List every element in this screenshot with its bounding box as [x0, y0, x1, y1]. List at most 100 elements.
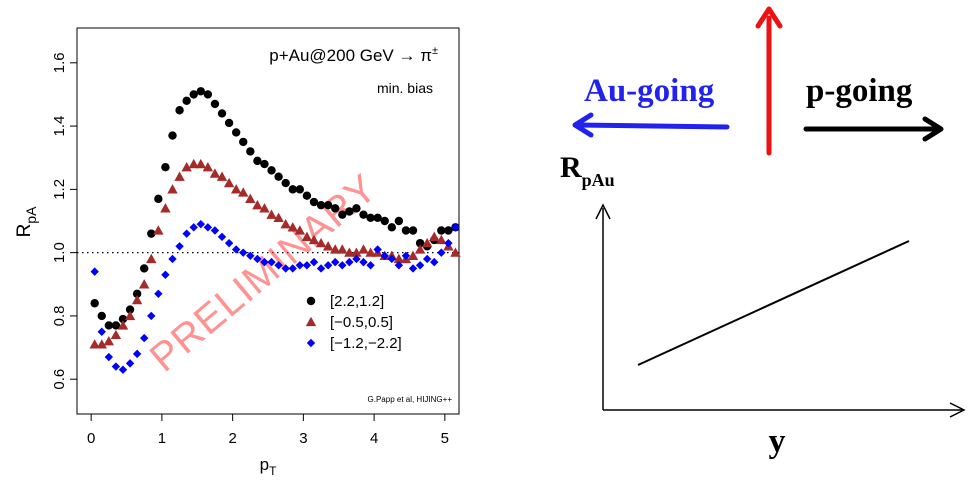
data-point [414, 244, 426, 254]
data-point [118, 365, 128, 374]
y-axis-title: RpA [14, 206, 39, 238]
data-point [309, 257, 319, 267]
data-point [380, 216, 389, 226]
data-point [132, 289, 142, 298]
data-point [330, 244, 341, 254]
data-point [331, 257, 340, 267]
data-point [358, 244, 369, 254]
data-point [161, 163, 170, 172]
data-point [394, 261, 404, 270]
data-point [245, 193, 256, 204]
data-point [224, 118, 234, 128]
data-point [338, 261, 347, 270]
data-point [97, 327, 106, 336]
data-point [174, 171, 185, 181]
data-point [182, 229, 191, 238]
data-point [429, 231, 440, 241]
data-point [322, 241, 334, 251]
data-point [118, 314, 128, 324]
x-tick-label: 1 [158, 430, 166, 447]
x-tick-label: 3 [299, 430, 307, 447]
data-point [132, 349, 142, 359]
data-point [182, 96, 191, 105]
p-going-label: p-going [806, 73, 913, 109]
data-point [188, 158, 199, 169]
x-tick-label: 5 [441, 430, 449, 447]
data-point [131, 294, 143, 305]
rapidity-axis-label: y [769, 423, 786, 460]
chart-title-text: p+Au@200 GeV → π [269, 46, 432, 65]
data-point [267, 166, 276, 175]
data-point [260, 159, 269, 169]
data-point [202, 162, 214, 172]
data-point [393, 253, 405, 264]
data-point [203, 223, 213, 232]
data-point [415, 238, 425, 248]
schematic-axes [595, 203, 966, 418]
data-point [210, 99, 220, 109]
data-point [160, 203, 171, 213]
legend: [2.2,1.2] [−0.5,0.5] [−1.2,−2.2] [305, 293, 402, 352]
data-point [430, 257, 439, 267]
data-point [387, 254, 396, 264]
data-point [337, 244, 348, 254]
data-point [323, 261, 333, 270]
svg-text:RpA: RpA [14, 206, 39, 238]
x-tick-label: 2 [228, 430, 236, 447]
data-point [216, 171, 228, 181]
data-point [147, 311, 156, 321]
data-point [380, 251, 389, 261]
y-tick-label: 1.6 [51, 52, 68, 73]
data-point [280, 218, 291, 229]
data-point [167, 184, 178, 194]
data-point [104, 321, 114, 330]
data-point [103, 336, 115, 346]
data-point [246, 147, 255, 156]
data-point [253, 254, 262, 264]
x-axis-title-main: p [260, 455, 269, 474]
data-point [189, 223, 198, 232]
data-point [401, 251, 411, 261]
data-point [139, 279, 150, 289]
x-axis-title-sub: T [269, 464, 277, 478]
data-point [266, 209, 277, 219]
chart-title: p+Au@200 GeV → π± [269, 45, 438, 65]
chart-subtitle: min. bias [377, 80, 433, 96]
data-point [437, 248, 446, 257]
data-point [252, 199, 263, 210]
data-point [239, 248, 248, 257]
data-point [309, 197, 319, 207]
y-tick-label: 0.8 [51, 305, 68, 326]
data-point [217, 232, 227, 242]
y-tick-label: 0.6 [51, 369, 68, 390]
series-3 [90, 219, 460, 374]
au-going-arrow [572, 112, 730, 138]
data-point [154, 289, 163, 298]
data-point [168, 254, 177, 264]
data-point [238, 187, 249, 197]
data-point [415, 261, 425, 270]
data-point [90, 267, 99, 276]
data-point [125, 305, 135, 314]
legend-marker [305, 316, 317, 327]
trend-line [637, 240, 910, 366]
data-point [281, 264, 290, 273]
data-point [436, 234, 447, 245]
data-point [366, 261, 375, 270]
data-point [259, 203, 270, 213]
data-point [373, 213, 382, 223]
data-point [451, 223, 460, 232]
data-point [345, 207, 354, 216]
y-tick-label: 1.0 [51, 242, 68, 263]
data-points [89, 87, 461, 374]
data-point [175, 242, 184, 251]
data-point [147, 229, 156, 238]
data-point [195, 158, 206, 169]
data-point [281, 178, 290, 188]
data-point [295, 261, 305, 270]
rpau-label-sub: pAu [582, 170, 615, 190]
data-point [394, 216, 404, 226]
data-point [111, 321, 121, 330]
